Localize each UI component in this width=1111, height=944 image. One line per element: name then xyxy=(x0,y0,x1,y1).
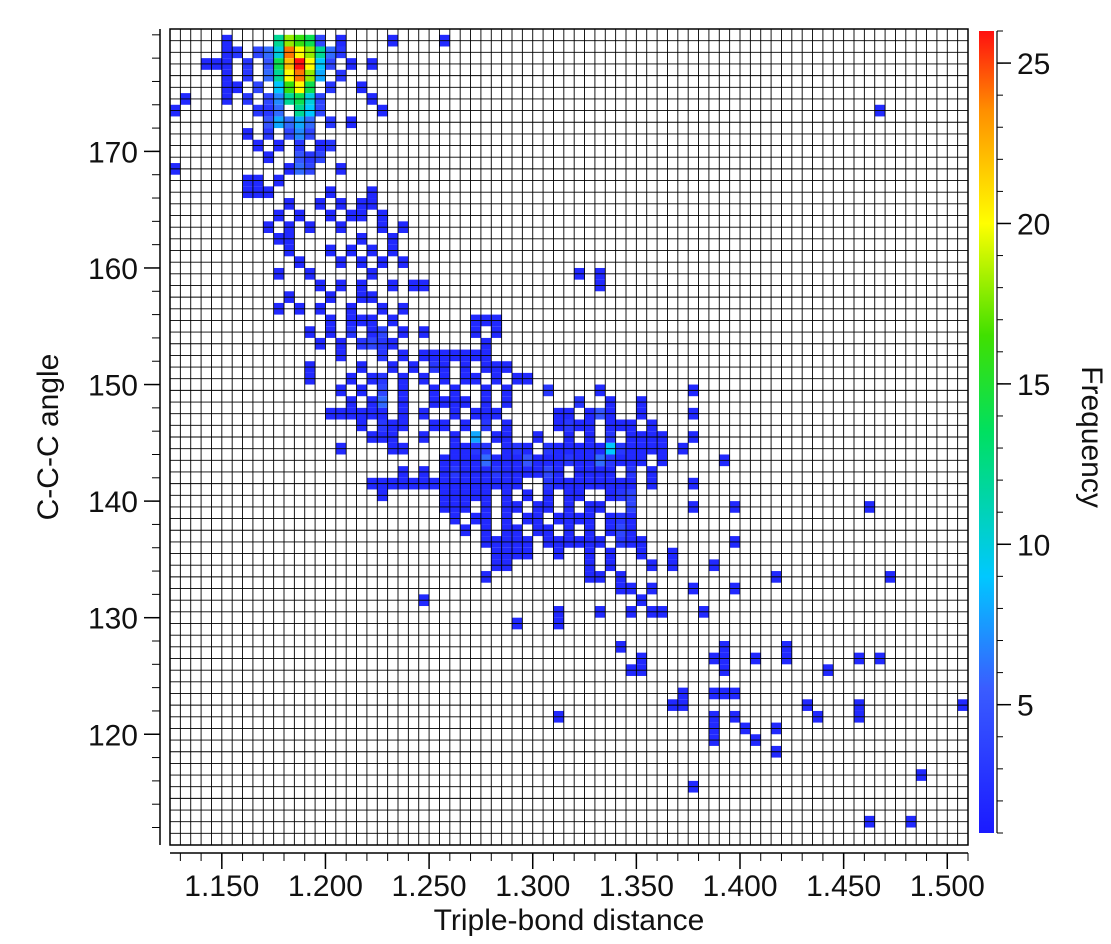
colorbar-axis: 5 10 15 20 25 xyxy=(996,30,1050,834)
y-tick-label: 160 xyxy=(88,253,138,286)
y-axis-title: C-C-C angle xyxy=(32,354,65,521)
x-axis-title: Triple-bond distance xyxy=(434,904,705,937)
x-tick-label: 1.400 xyxy=(702,870,777,903)
x-tick-label: 1.500 xyxy=(910,870,985,903)
x-tick-label: 1.350 xyxy=(599,870,674,903)
y-tick-label: 150 xyxy=(88,370,138,403)
colorbar-tick-label: 15 xyxy=(1017,369,1050,402)
grid-lines xyxy=(169,28,969,846)
y-tick-label: 120 xyxy=(88,719,138,752)
y-axis: 120 130 140 150 160 170 xyxy=(88,29,161,845)
colorbar-tick-label: 20 xyxy=(1017,208,1050,241)
colorbar-tick-label: 25 xyxy=(1017,48,1050,81)
x-tick-label: 1.450 xyxy=(806,870,881,903)
y-tick-label: 130 xyxy=(88,603,138,636)
colorbar-tick-label: 5 xyxy=(1017,690,1034,723)
y-tick-label: 140 xyxy=(88,486,138,519)
plot-frame xyxy=(169,28,969,846)
y-tick-label: 170 xyxy=(88,136,138,169)
colorbar-title: Frequency xyxy=(1075,366,1108,508)
x-axis: 1.150 1.200 1.250 1.300 1.350 1.400 1.450 1.500 xyxy=(170,852,985,903)
x-tick-label: 1.300 xyxy=(495,870,570,903)
x-tick-label: 1.200 xyxy=(288,870,363,903)
x-tick-label: 1.250 xyxy=(392,870,467,903)
colorbar xyxy=(979,31,994,833)
colorbar-tick-label: 10 xyxy=(1017,529,1050,562)
x-tick-label: 1.150 xyxy=(184,870,259,903)
heatmap-cells xyxy=(170,34,968,828)
